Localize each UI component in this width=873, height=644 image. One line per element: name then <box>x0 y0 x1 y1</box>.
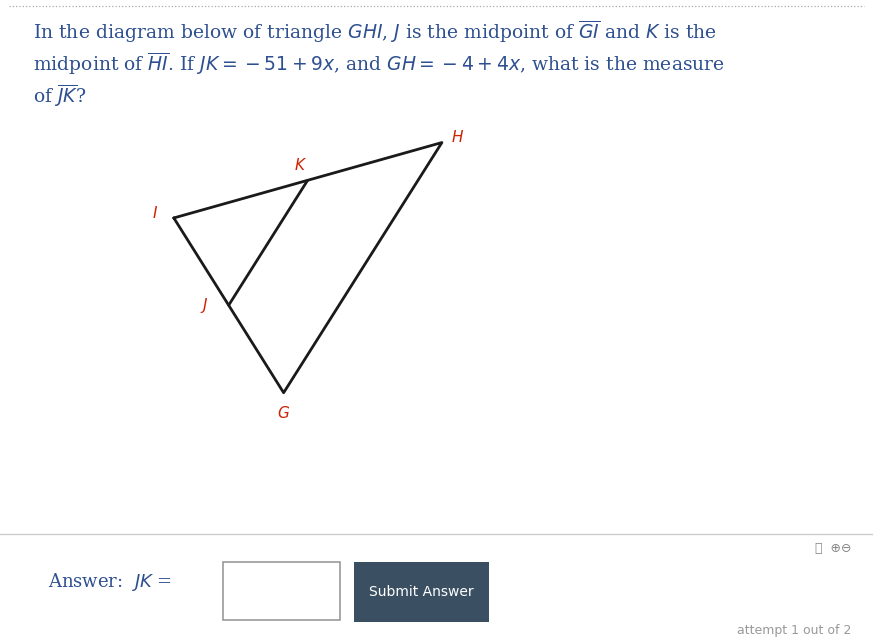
Text: $\mathit{I}$: $\mathit{I}$ <box>152 205 158 221</box>
Text: In the diagram below of triangle $GHI$, $J$ is the midpoint of $\overline{GI}$ a: In the diagram below of triangle $GHI$, … <box>33 19 717 45</box>
Text: $\mathit{G}$: $\mathit{G}$ <box>277 405 290 421</box>
FancyBboxPatch shape <box>354 562 489 622</box>
Text: Submit Answer: Submit Answer <box>369 585 473 599</box>
Text: ⌹  ⊕⊖: ⌹ ⊕⊖ <box>815 542 851 555</box>
Text: $\mathit{J}$: $\mathit{J}$ <box>200 296 209 315</box>
Text: $\mathit{H}$: $\mathit{H}$ <box>451 129 464 145</box>
Text: attempt 1 out of 2: attempt 1 out of 2 <box>737 624 851 638</box>
FancyBboxPatch shape <box>223 562 340 620</box>
Text: of $\overline{JK}$?: of $\overline{JK}$? <box>33 82 86 108</box>
Text: $\mathit{K}$: $\mathit{K}$ <box>294 158 307 173</box>
Text: Answer:  $JK$ =: Answer: $JK$ = <box>48 571 172 593</box>
Text: midpoint of $\overline{HI}$. If $JK = -51 + 9x$, and $GH = -4 + 4x$, what is the: midpoint of $\overline{HI}$. If $JK = -5… <box>33 51 725 77</box>
